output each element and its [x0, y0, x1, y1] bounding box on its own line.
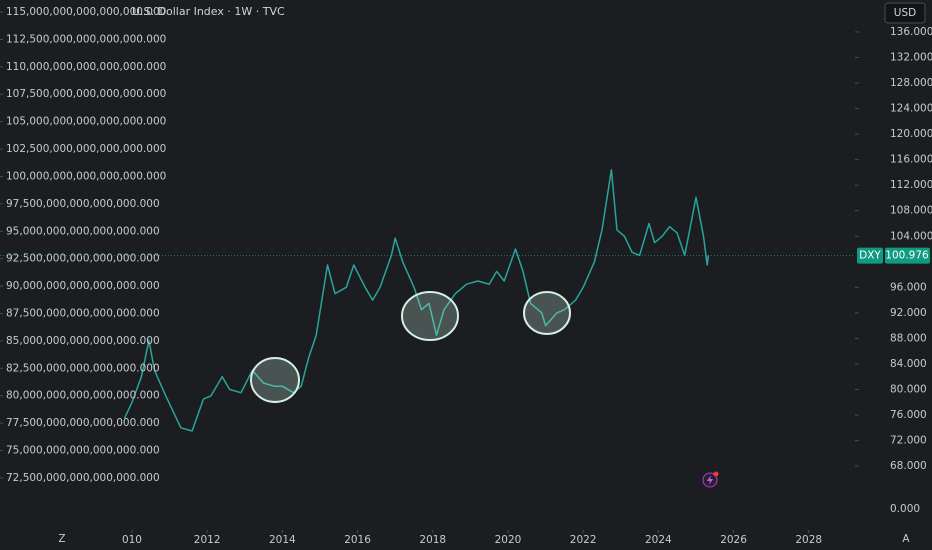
x-tick-label: 2024 [645, 534, 672, 546]
symbol-badge [857, 247, 883, 264]
x-tick-label: 2028 [795, 534, 822, 546]
price-line [123, 169, 710, 432]
currency-button-label[interactable]: USD [894, 7, 916, 19]
x-tick-label: 2026 [720, 534, 747, 546]
x-tick-label: 2016 [344, 534, 371, 546]
y2-tick-label: 85,000,000,000,000,000.000 [6, 335, 160, 347]
y2-tick-label: 95,000,000,000,000,000.000 [6, 225, 160, 237]
y-tick-label: 136.000 [890, 26, 932, 38]
last-price-badge [885, 247, 930, 264]
y2-tick-label: 100,000,000,000,000,000.000 [6, 170, 166, 182]
y-tick-label: 112.000 [890, 179, 932, 191]
x-tick-label: 2022 [570, 534, 597, 546]
y2-tick-label: 105,000,000,000,000,000.000 [6, 116, 166, 128]
y-tick-label: 92.000 [890, 307, 927, 319]
y-tick-label: 88.000 [890, 332, 927, 344]
currency-button[interactable] [884, 2, 926, 24]
y-tick-label: 76.000 [890, 409, 927, 421]
last-price-label: 100.976 [885, 250, 929, 262]
y2-tick-label: 107,500,000,000,000,000.000 [6, 88, 166, 100]
y-tick-label: 68.000 [890, 460, 927, 472]
bottom-right-icon[interactable]: A [902, 533, 910, 545]
chart-title: U.S. Dollar Index · 1W · TVC [132, 5, 285, 18]
y-tick-label: 72.000 [890, 435, 927, 447]
y2-tick-label: 92,500,000,000,000,000.000 [6, 253, 160, 265]
highlight-circle [401, 291, 459, 341]
y2-tick-label: 112,500,000,000,000,000.000 [6, 33, 166, 45]
y-tick-label: 132.000 [890, 51, 932, 63]
y2-tick-label: 80,000,000,000,000,000.000 [6, 390, 160, 402]
x-tick-label: 2014 [269, 534, 296, 546]
x-tick-label: 2018 [419, 534, 446, 546]
y2-tick-label: 97,500,000,000,000,000.000 [6, 198, 160, 210]
y2-tick-label: 110,000,000,000,000,000.000 [6, 61, 166, 73]
y2-tick-label: 90,000,000,000,000,000.000 [6, 280, 160, 292]
highlight-circle [523, 291, 571, 335]
y2-tick-label: 115,000,000,000,000,000.000 [6, 6, 166, 18]
highlight-circle [250, 357, 300, 403]
y-tick-label: 108.000 [890, 205, 932, 217]
x-tick-label: 2020 [495, 534, 522, 546]
y2-tick-label: 102,500,000,000,000,000.000 [6, 143, 166, 155]
plot-area [123, 169, 710, 432]
y2-tick-label: 75,000,000,000,000,000.000 [6, 445, 160, 457]
y-tick-label: 120.000 [890, 128, 932, 140]
y-tick-label: 124.000 [890, 103, 932, 115]
y-tick-label: 84.000 [890, 358, 927, 370]
bottom-axis-label: 0.000 [890, 503, 920, 515]
y-tick-label: 116.000 [890, 154, 932, 166]
y2-tick-label: 77,500,000,000,000,000.000 [6, 417, 160, 429]
y2-tick-label: 72,500,000,000,000,000.000 [6, 472, 160, 484]
y-tick-label: 104.000 [890, 230, 932, 242]
y-tick-label: 80.000 [890, 384, 927, 396]
bottom-left-icon[interactable]: Z [58, 533, 65, 545]
y-tick-label: 96.000 [890, 281, 927, 293]
x-tick-label: 2012 [194, 534, 221, 546]
y2-tick-label: 82,500,000,000,000,000.000 [6, 362, 160, 374]
symbol-label: DXY [859, 250, 881, 262]
x-tick-label: 010 [122, 534, 142, 546]
icon-bolt[interactable] [707, 475, 713, 485]
icon-dot[interactable] [713, 471, 719, 477]
y2-tick-label: 87,500,000,000,000,000.000 [6, 307, 160, 319]
y-tick-label: 128.000 [890, 77, 932, 89]
alert-icon[interactable] [702, 471, 719, 488]
